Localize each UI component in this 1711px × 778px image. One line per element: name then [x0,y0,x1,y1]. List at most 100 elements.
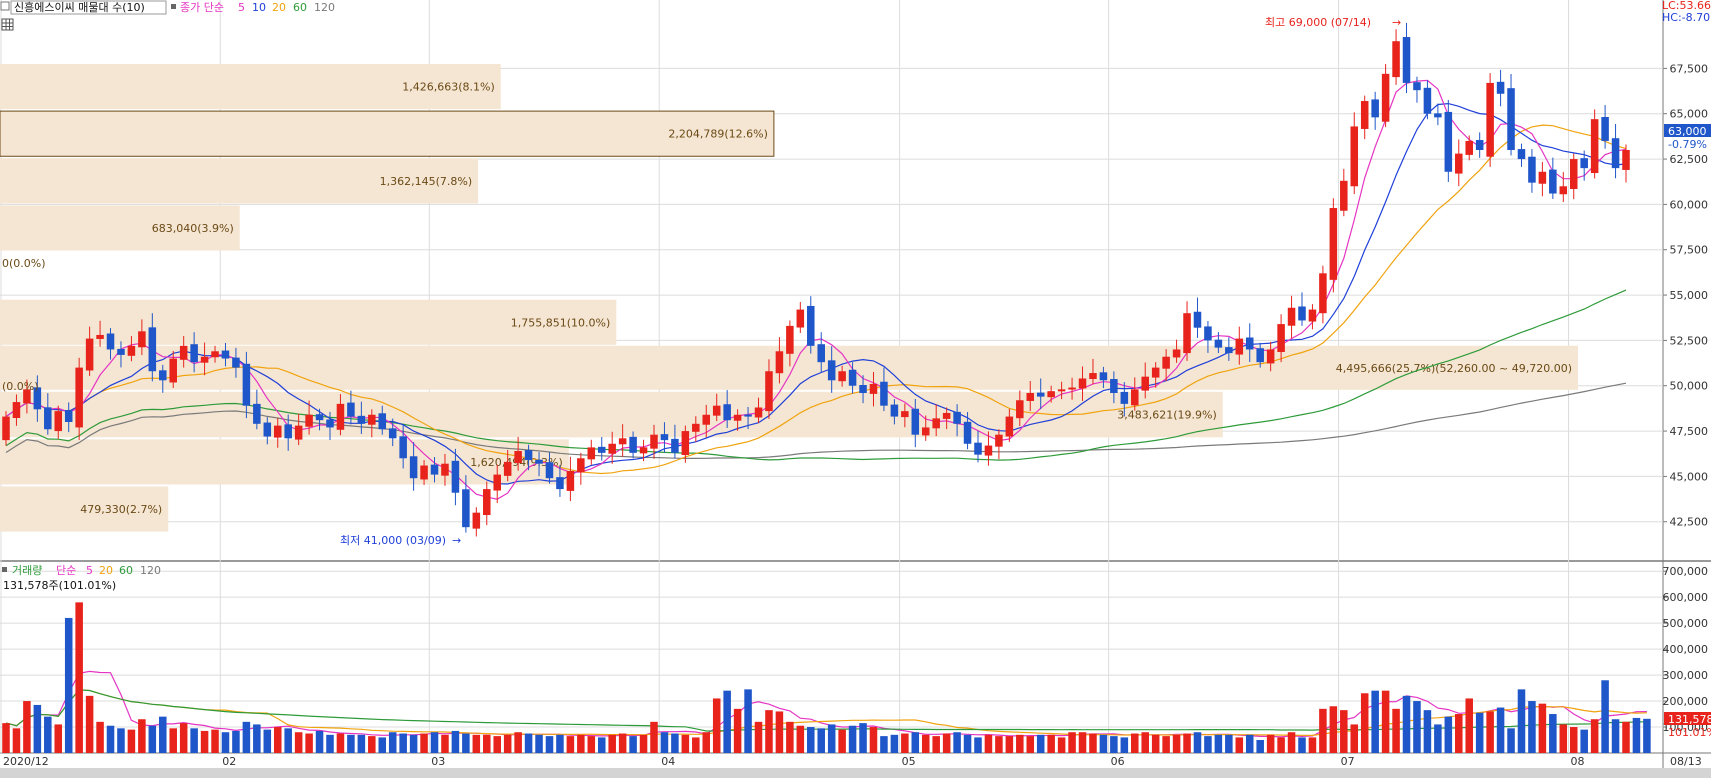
volume-bar [1580,729,1588,753]
volume-bar [221,732,230,753]
profile-label: 1,426,663(8.1%) [402,81,495,94]
vma20-legend: 20 [99,564,113,577]
candle-up [472,512,481,529]
candle-up [733,414,742,421]
volume-bar [702,732,711,753]
volume-bar [1559,724,1568,753]
candle-down [1413,82,1421,91]
ma5-line [5,79,1627,500]
candle-down [744,414,752,417]
volume-bar [1611,719,1620,753]
volume-bar [1026,736,1035,753]
volume-bar [1413,701,1421,753]
volume-bar [179,723,188,753]
volume-bar [838,729,846,753]
volume-bar [1643,718,1651,753]
candle-down [963,421,972,444]
candle-up [1622,150,1630,170]
volume-tick-label: 600,000 [1663,591,1709,604]
volume-bar [1287,732,1296,753]
month-label: 07 [1341,755,1355,768]
volume-bar [1068,732,1076,753]
volume-bar [1225,734,1233,753]
candle-up [1319,273,1327,314]
candle-down [1214,339,1223,348]
candle-up [692,423,700,432]
volume-bar [305,733,313,753]
candle-down [524,450,533,461]
volume-bar [1392,708,1400,753]
volume-current: 131,578주(101.01%) [3,579,116,592]
volume-bar [671,733,679,753]
volume-bar [1183,733,1191,753]
volume-bar [629,736,637,753]
volume-bar [1360,693,1369,753]
candle-down [106,333,115,350]
volume-bar [472,734,481,753]
candle-down [880,381,888,406]
volume-bar [1381,690,1390,753]
volume-bar [503,734,512,753]
volume-bar [1256,740,1264,753]
volume-bar [1078,732,1087,753]
candle-down [1225,347,1233,354]
volume-bar [786,721,794,753]
volume-bar [880,736,888,753]
candle-down [1298,306,1306,321]
candle-down [253,403,261,424]
volume-bar [159,716,167,753]
profile-label: 3,483,621(19.9%) [1117,409,1217,422]
candle-up [1266,349,1275,364]
table-icon[interactable] [1,18,14,31]
price-tick-label: 67,500 [1670,62,1709,75]
candle-up [294,425,303,440]
volume-bar [1214,734,1223,753]
candle-up [1277,324,1285,353]
candle-up [796,309,805,328]
volume-bar [1528,701,1536,753]
volume-bar [190,728,198,753]
ma120-legend: 120 [314,1,335,14]
ma20-line [5,124,1627,475]
candle-up [1057,389,1066,392]
profile-label: 4,495,666(25.7%)(52,260.00 ~ 49,720.00) [1336,362,1572,375]
candle-up [608,443,616,454]
high-annotation: 최고 69,000 (07/14) [1265,16,1371,29]
volume-bar [420,733,428,753]
candle-down [347,402,355,417]
volume-bar [106,725,115,753]
candle-down [1517,149,1526,160]
volume-bar [1444,716,1453,753]
volume-bar [754,721,763,753]
candle-down [1444,111,1453,172]
volume-bar [1517,689,1526,753]
volume-bar [681,734,690,753]
volume-bar [942,733,951,753]
profile-zero-label: 0(0.0%) [2,257,46,270]
candle-down [1475,140,1484,150]
date-end-label: 08/13 [1670,755,1702,768]
candle-up [681,431,690,456]
candle-down [1120,391,1129,404]
volume-bar [75,602,83,753]
candle-up [869,383,878,394]
volume-bar [85,695,94,753]
candle-up [96,334,104,339]
month-label: 03 [431,755,445,768]
candle-down [1507,88,1515,150]
vma120-legend: 120 [140,564,161,577]
scrollbar-track [0,768,1711,778]
volume-bar [953,732,961,753]
candle-up [932,418,940,429]
legend-checkbox-icon[interactable] [0,1,10,11]
candle-down [597,446,606,453]
volume-bar [712,698,721,753]
volume-bar [326,734,334,753]
volume-bar [1005,736,1014,753]
volume-bar [733,708,742,753]
price-tick-label: 60,000 [1670,198,1709,211]
volume-tick-label: 400,000 [1663,643,1709,656]
volume-bar [566,736,575,753]
candle-down [44,407,52,430]
